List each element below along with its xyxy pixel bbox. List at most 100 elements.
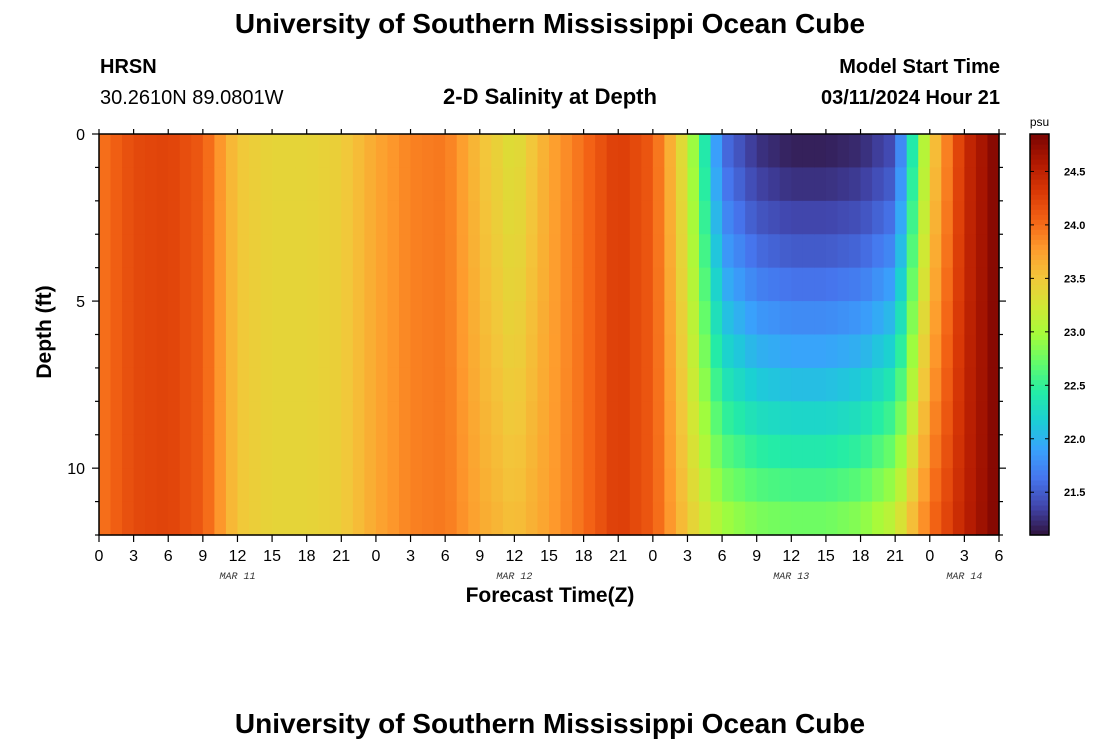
heatmap-cell (179, 134, 192, 169)
heatmap-cell (802, 334, 815, 369)
heatmap-cell (225, 434, 239, 469)
heatmap-cell (191, 200, 204, 235)
heatmap-cell (352, 468, 365, 503)
heatmap-cell (952, 167, 965, 202)
heatmap-cell (883, 301, 896, 336)
heatmap-cell (814, 167, 827, 202)
colorbar-unit: psu (1030, 115, 1049, 129)
heatmap-cell (595, 134, 608, 169)
heatmap-cell (214, 434, 227, 469)
x-tick-label: 12 (229, 548, 247, 565)
heatmap-cell (825, 334, 839, 369)
heatmap-cell (941, 401, 954, 436)
heatmap-cell (652, 434, 665, 469)
x-tick-label: 0 (371, 548, 380, 565)
heatmap-cell (629, 501, 642, 536)
heatmap-cell (825, 134, 839, 169)
heatmap-cell (202, 134, 215, 169)
heatmap-cell (595, 468, 608, 503)
heatmap-cell (941, 301, 954, 336)
heatmap-cell (191, 134, 204, 169)
heatmap-cell (952, 434, 965, 469)
heatmap-cell (779, 401, 792, 436)
heatmap-cell (468, 267, 481, 302)
heatmap-cell (687, 367, 700, 402)
heatmap-cell (583, 267, 596, 302)
x-tick-label: 6 (164, 548, 173, 565)
heatmap-cell (964, 401, 977, 436)
heatmap-cell (560, 301, 573, 336)
heatmap-cell (675, 267, 689, 302)
heatmap-cell (110, 334, 123, 369)
heatmap-cell (433, 334, 446, 369)
heatmap-cell (583, 501, 596, 536)
heatmap-cell (872, 434, 885, 469)
colorbar-segment (1030, 334, 1049, 341)
heatmap-cell (514, 468, 527, 503)
heatmap-cell (318, 468, 331, 503)
heatmap-cell (295, 468, 308, 503)
heatmap-cell (768, 200, 781, 235)
heatmap-cell (110, 301, 123, 336)
heatmap-cell (802, 501, 815, 536)
heatmap-cell (272, 234, 285, 269)
heatmap-cell (445, 200, 458, 235)
heatmap-cell (525, 434, 539, 469)
heatmap-cell (491, 200, 504, 235)
heatmap-cell (779, 134, 792, 169)
heatmap-cell (168, 468, 181, 503)
heatmap-cell (560, 134, 573, 169)
heatmap-cell (618, 200, 631, 235)
colorbar-segment (1030, 204, 1049, 210)
heatmap-cell (595, 501, 608, 536)
heatmap-cell (745, 501, 758, 536)
heatmap-cell (514, 234, 527, 269)
heatmap-cell (664, 167, 677, 202)
heatmap-cell (133, 301, 146, 336)
heatmap-cell (225, 301, 239, 336)
heatmap-cell (549, 468, 562, 503)
heatmap-cell (860, 468, 873, 503)
heatmap-cell (606, 200, 619, 235)
heatmap-cell (133, 200, 146, 235)
heatmap-cell (791, 234, 804, 269)
heatmap-cell (537, 334, 550, 369)
heatmap-cell (699, 167, 712, 202)
heatmap-cell (595, 301, 608, 336)
heatmap-cell (260, 501, 273, 536)
heatmap-cell (825, 234, 839, 269)
heatmap-cell (722, 367, 735, 402)
heatmap-cell (537, 234, 550, 269)
heatmap-cell (191, 401, 204, 436)
heatmap-cell (225, 367, 239, 402)
colorbar-segment (1030, 324, 1049, 331)
heatmap-cell (468, 234, 481, 269)
heatmap-cell (814, 401, 827, 436)
colorbar-segment (1030, 484, 1049, 491)
heatmap-cell (572, 167, 585, 202)
heatmap-cell (156, 234, 169, 269)
heatmap-cell (433, 367, 446, 402)
heatmap-cell (652, 367, 665, 402)
heatmap-cell (479, 501, 492, 536)
heatmap-cell (629, 367, 642, 402)
heatmap-cell (618, 301, 631, 336)
heatmap-cell (733, 501, 746, 536)
heatmap-cell (791, 401, 804, 436)
heatmap-cell (110, 267, 123, 302)
heatmap-cell (375, 401, 389, 436)
colorbar-segment (1030, 359, 1049, 366)
heatmap-cell (202, 301, 215, 336)
heatmap-cell (179, 468, 192, 503)
heatmap-cell (341, 267, 354, 302)
heatmap-cell (802, 234, 815, 269)
heatmap-cell (872, 134, 885, 169)
heatmap-cell (502, 301, 515, 336)
heatmap-cell (352, 367, 365, 402)
heatmap-cell (156, 401, 169, 436)
heatmap-cell (168, 200, 181, 235)
heatmap-cell (179, 334, 192, 369)
heatmap-cell (225, 200, 239, 235)
heatmap-cell (133, 267, 146, 302)
heatmap-cell (352, 134, 365, 169)
